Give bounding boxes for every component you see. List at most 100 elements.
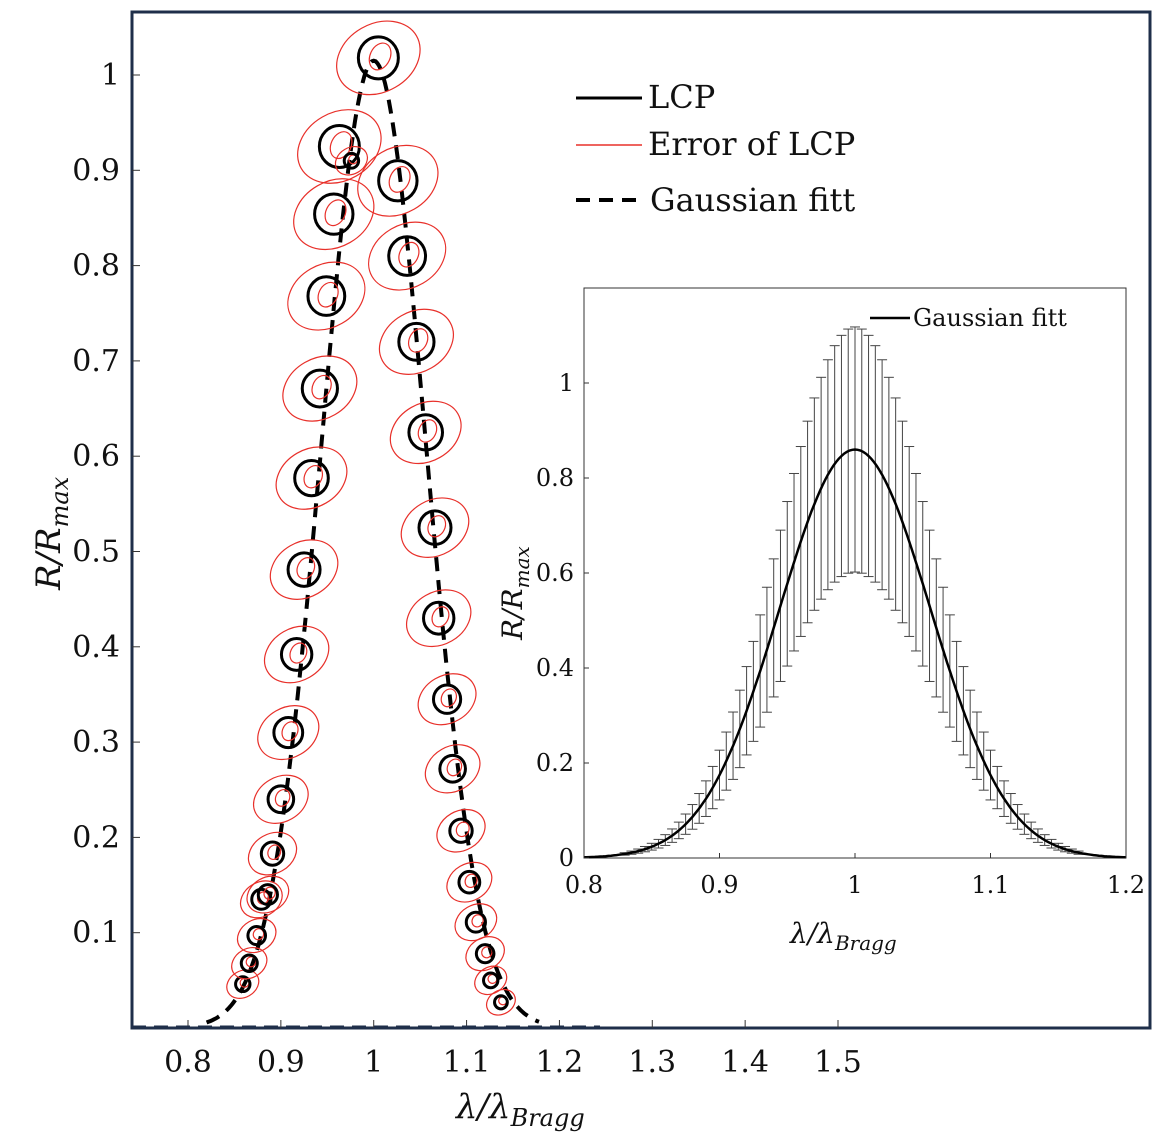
lcp-point: [400, 497, 470, 558]
lcp-point: [389, 400, 462, 465]
lcp-ring: [313, 192, 355, 236]
lcp-ring: [493, 994, 509, 1011]
lcp-point: [368, 221, 447, 291]
lcp-error-outer-ellipse: [474, 965, 508, 996]
lcp-ring: [431, 683, 463, 715]
lcp-error-outer-ellipse: [239, 880, 283, 919]
legend-label-lcp: LCP: [648, 78, 715, 116]
lcp-ring: [397, 321, 436, 362]
lcp-error-outer-ellipse: [368, 221, 447, 291]
main-x-axis-label: λ/λBragg: [454, 1087, 585, 1132]
main-y-axis-label: R/Rmax: [29, 476, 74, 591]
main-y-tick-label: 0.4: [72, 630, 120, 665]
lcp-point: [247, 831, 298, 876]
lcp-error-outer-ellipse: [263, 625, 330, 684]
main-y-tick-label: 1: [101, 58, 120, 93]
inset-gaussian-line: [583, 448, 1127, 859]
main-gaussian-fit-curve: [205, 58, 540, 1025]
lcp-error-inner-ellipse: [455, 821, 470, 838]
lcp-error-inner-ellipse: [303, 465, 324, 489]
lcp-point: [485, 988, 516, 1016]
main-x-tick-labels: 0.8 0.9 1 1.1 1.2 1.3 1.4 1.5: [164, 1045, 862, 1080]
lcp-point: [293, 178, 375, 251]
lcp-point: [336, 20, 421, 96]
lcp-error-outer-ellipse: [400, 497, 470, 558]
inset-x-tick-label: 1: [847, 871, 862, 899]
lcp-point: [231, 946, 268, 980]
main-y-tick-label: 0.7: [72, 344, 120, 379]
lcp-error-inner-ellipse: [311, 374, 332, 400]
main-x-tick-label: 0.9: [257, 1045, 305, 1080]
inset-tick-marks: [583, 382, 1127, 859]
lcp-error-inner-ellipse: [407, 328, 429, 353]
main-x-tick-label: 1.2: [536, 1045, 584, 1080]
main-x-tick-label: 1.5: [814, 1045, 862, 1080]
lcp-ring: [464, 910, 487, 934]
lcp-error-outer-ellipse: [236, 917, 277, 954]
lcp-ring: [234, 975, 252, 994]
inset-x-tick-labels: 0.8 0.9 1 1.1 1.2: [565, 871, 1145, 899]
lcp-ring: [438, 753, 467, 784]
inset-y-tick-label: 0.6: [536, 559, 574, 587]
lcp-error-inner-ellipse: [398, 241, 420, 268]
lcp-error-outer-ellipse: [446, 861, 493, 903]
lcp-error-outer-ellipse: [357, 144, 439, 217]
lcp-ring: [356, 35, 400, 81]
lcp-error-outer-ellipse: [336, 20, 421, 96]
main-x-tick-label: 1.1: [443, 1045, 491, 1080]
lcp-error-outer-ellipse: [465, 936, 505, 972]
lcp-point: [263, 625, 330, 684]
lcp-ring: [377, 159, 419, 203]
lcp-error-outer-ellipse: [334, 145, 369, 176]
lcp-error-outer-ellipse: [485, 988, 516, 1016]
lcp-ring: [387, 235, 428, 277]
inset-x-tick-label: 0.8: [565, 871, 603, 899]
lcp-error-outer-ellipse: [247, 831, 298, 876]
lcp-error-outer-ellipse: [389, 400, 462, 465]
lcp-ring: [272, 716, 305, 750]
lcp-point: [236, 917, 277, 954]
lcp-point: [297, 109, 382, 184]
inset-y-tick-label: 0: [559, 844, 574, 872]
lcp-point: [446, 861, 493, 903]
lcp-error-inner-ellipse: [317, 281, 339, 308]
lcp-ring: [417, 509, 453, 546]
lcp-error-outer-ellipse: [293, 178, 375, 251]
gaussian-fit-line: [205, 58, 540, 1025]
inset-y-tick-labels: 0 0.2 0.4 0.6 0.8 1: [536, 369, 574, 872]
lcp-error-outer-ellipse: [417, 673, 477, 726]
main-y-tick-label: 0.3: [72, 725, 120, 760]
lcp-error-outer-ellipse: [436, 808, 486, 853]
lcp-error-inner-ellipse: [368, 42, 392, 71]
main-y-tick-labels: 0.1 0.2 0.3 0.4 0.5 0.6 0.7 0.8 0.9 1: [72, 58, 120, 951]
main-y-tick-label: 0.1: [72, 916, 120, 951]
lcp-error-inner-ellipse: [431, 606, 450, 628]
inset-legend-label: Gaussian fitt: [913, 304, 1067, 332]
lcp-ring: [342, 151, 361, 170]
lcp-point: [357, 144, 439, 217]
lcp-ring: [482, 971, 500, 990]
inset-x-tick-label: 1.2: [1107, 871, 1145, 899]
main-x-tick-label: 0.8: [164, 1045, 212, 1080]
main-plot-frame: [130, 10, 1152, 1030]
lcp-point: [424, 744, 481, 794]
lcp-error-inner-ellipse: [471, 914, 484, 928]
inset-y-tick-label: 0.4: [536, 654, 574, 682]
inset-chart: 0 0.2 0.4 0.6 0.8 1 0.8 0.9 1 1.1 1.2 Gaussian fi…: [496, 287, 1145, 955]
main-lcp-series: [226, 20, 516, 1016]
lcp-error-inner-ellipse: [263, 886, 276, 900]
lcp-point: [417, 673, 477, 726]
inset-gaussian-fit-curve: [583, 448, 1127, 859]
inset-x-axis-label: λ/λBragg: [789, 917, 897, 955]
lcp-point: [406, 589, 472, 648]
lcp-error-outer-ellipse: [275, 446, 348, 510]
lcp-error-inner-ellipse: [440, 688, 458, 708]
lcp-ring: [317, 123, 361, 169]
lcp-error-inner-ellipse: [329, 131, 353, 160]
lcp-ring: [422, 600, 456, 636]
lcp-ring: [256, 883, 279, 907]
inset-x-tick-label: 1.1: [971, 871, 1009, 899]
lcp-error-inner-ellipse: [446, 758, 463, 777]
lcp-error-outer-ellipse: [424, 744, 481, 794]
